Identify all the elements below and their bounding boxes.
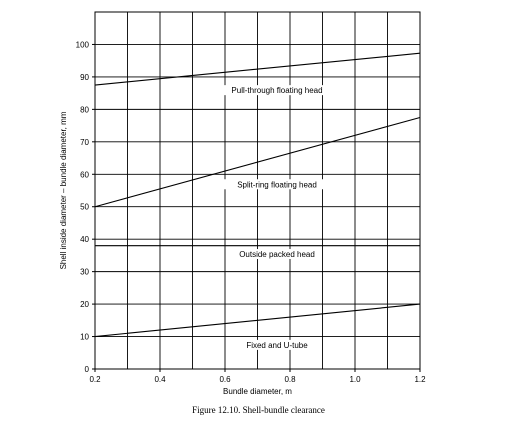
x-tick-label: 0.2 — [89, 375, 101, 384]
series-label: Pull-through floating head — [231, 86, 322, 95]
series-line — [94, 303, 421, 338]
plot-frame — [94, 11, 421, 370]
y-tick-label: 10 — [80, 333, 89, 342]
x-axis-ticks: 0.2 0.4 0.6 0.8 1.0 1.2 — [89, 369, 426, 384]
y-tick-label: 90 — [80, 73, 89, 82]
x-tick-label: 0.4 — [154, 375, 166, 384]
y-tick-label: 30 — [80, 268, 89, 277]
y-tick-label: 60 — [80, 170, 89, 179]
y-tick-label: 50 — [80, 203, 89, 212]
chart: 0.2 0.4 0.6 0.8 1.0 1.2 0 10 20 30 40 50 60 70 80 90 10… — [59, 11, 426, 396]
y-tick-label: 40 — [80, 235, 89, 244]
series-line — [94, 116, 421, 208]
x-tick-label: 1.0 — [349, 375, 361, 384]
series-label: Fixed and U-tube — [246, 341, 308, 350]
series-label: Outside packed head — [239, 250, 315, 259]
y-tick-label: 80 — [80, 105, 89, 114]
x-tick-label: 0.6 — [219, 375, 231, 384]
series-label-background — [238, 339, 316, 350]
series-label-background — [221, 179, 333, 190]
y-tick-label: 70 — [80, 138, 89, 147]
series-lines — [94, 52, 421, 338]
x-tick-label: 0.8 — [284, 375, 296, 384]
series-labels: Pull-through floating head Split-ring flo… — [216, 85, 338, 350]
series-label-background — [216, 85, 338, 96]
x-axis-label: Bundle diameter, m — [223, 387, 292, 396]
series-label-background — [232, 249, 322, 260]
grid — [95, 12, 420, 369]
y-axis-label: Shell inside diameter – bundle diameter,… — [59, 111, 68, 269]
series-label: Split-ring floating head — [237, 180, 317, 189]
y-tick-label: 20 — [80, 300, 89, 309]
y-tick-label: 0 — [85, 365, 90, 374]
series-line — [94, 52, 421, 86]
figure-caption: Figure 12.10. Shell-bundle clearance — [192, 405, 325, 415]
y-axis-ticks: 0 10 20 30 40 50 60 70 80 90 100 — [76, 40, 95, 374]
x-tick-label: 1.2 — [414, 375, 426, 384]
y-tick-label: 100 — [76, 40, 90, 49]
